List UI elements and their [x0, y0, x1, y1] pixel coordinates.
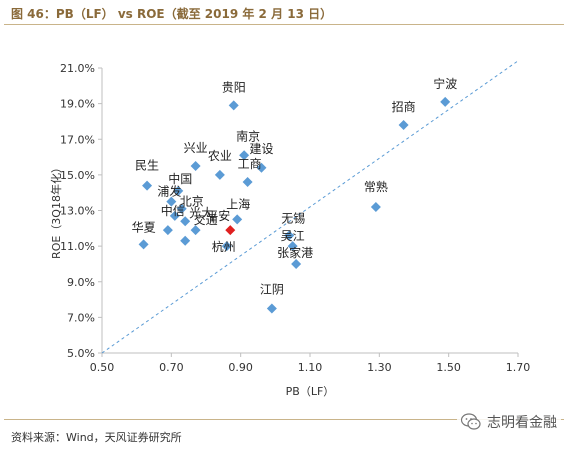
data-point: [266, 303, 277, 314]
data-point: [398, 120, 409, 130]
point-label: 张家港: [277, 245, 313, 260]
x-tick-label: 0.70: [159, 361, 184, 374]
data-point: [239, 150, 250, 161]
point-label: 交通: [194, 212, 218, 227]
y-tick-label: 11.0%: [60, 240, 95, 253]
data-point: [287, 241, 298, 252]
data-point: [169, 210, 180, 221]
data-point: [173, 185, 184, 196]
point-label: 建设: [249, 142, 273, 156]
x-tick-label: 0.50: [90, 361, 115, 374]
data-point: [225, 225, 236, 236]
source-note: 资料来源：Wind，天风证券研究所: [11, 431, 182, 444]
y-axis-title: ROE（3Q18年化）: [49, 162, 63, 259]
watermark-text: 志明看金融: [487, 415, 557, 431]
point-label: 招商: [392, 99, 416, 114]
point-label: 光大: [189, 206, 213, 220]
point-label: 中信: [161, 203, 185, 218]
data-point: [291, 258, 302, 269]
trendline: [101, 60, 519, 354]
point-label: 常熟: [364, 179, 388, 194]
data-point: [166, 196, 177, 207]
watermark: 志明看金融: [457, 410, 561, 434]
data-point: [370, 201, 381, 212]
data-point: [242, 177, 253, 187]
point-label: 农业: [208, 149, 232, 163]
y-tick-label: 9.0%: [67, 276, 95, 289]
point-label: 宁波: [433, 76, 457, 91]
point-label: 无锡: [281, 210, 305, 225]
data-point: [176, 203, 187, 214]
y-tick-label: 7.0%: [67, 311, 95, 324]
data-point: [221, 241, 232, 252]
x-tick-label: 0.90: [228, 361, 253, 374]
data-point: [228, 100, 239, 111]
point-label: 南京: [236, 128, 260, 143]
point-label: 平安: [206, 208, 230, 223]
y-tick-label: 15.0%: [60, 169, 95, 182]
y-tick-label: 17.0%: [60, 133, 95, 146]
chart-title: 图 46：PB（LF） vs ROE（截至 2019 年 2 月 13 日）: [11, 7, 333, 21]
point-label: 华夏: [132, 220, 156, 234]
x-tick-label: 1.50: [436, 361, 461, 374]
footer-divider: [4, 419, 564, 420]
point-label: 上海: [226, 196, 250, 211]
point-label: 北京: [180, 195, 204, 209]
y-tick-label: 5.0%: [67, 347, 95, 360]
data-point: [440, 96, 451, 107]
point-label: 贵阳: [222, 80, 246, 94]
data-point: [180, 216, 191, 227]
data-point: [256, 162, 267, 173]
data-point: [190, 160, 201, 171]
point-label: 工商: [238, 156, 262, 171]
y-tick-label: 13.0%: [60, 205, 95, 218]
x-tick-label: 1.10: [298, 361, 323, 374]
y-tick-label: 21.0%: [60, 62, 95, 75]
point-label: 兴业: [184, 141, 208, 155]
data-point: [142, 180, 153, 191]
x-tick-label: 1.30: [367, 361, 392, 374]
data-point: [214, 169, 225, 180]
data-point: [180, 235, 191, 246]
title-divider: [4, 24, 564, 25]
x-axis-title: PB（LF）: [286, 385, 335, 398]
data-point: [138, 239, 149, 250]
x-tick-label: 1.70: [506, 361, 531, 374]
point-label: 民生: [135, 159, 159, 173]
data-point: [284, 230, 295, 241]
point-label: 杭州: [212, 239, 236, 254]
point-label: 中国: [168, 171, 192, 186]
y-tick-label: 19.0%: [60, 98, 95, 111]
data-point: [190, 225, 201, 236]
data-point: [232, 214, 243, 225]
point-label: 吴江: [281, 229, 305, 243]
data-point: [162, 225, 173, 236]
wechat-icon: [461, 413, 481, 430]
point-label: 江阴: [260, 282, 284, 296]
point-label: 浦发: [157, 184, 181, 199]
